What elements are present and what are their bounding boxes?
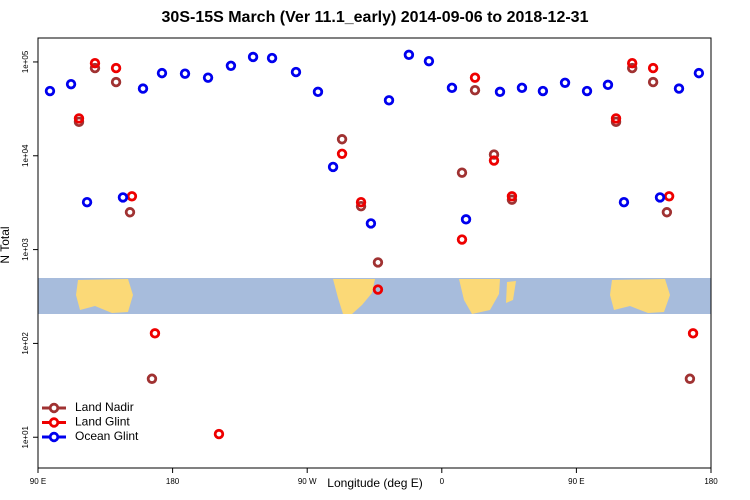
y-tick-label: 1e+01 [21,425,30,448]
point [110,76,122,88]
point [654,192,666,203]
point [89,57,101,69]
legend-label: Land Nadir [75,400,134,414]
point [446,82,458,94]
point [290,66,302,78]
point [81,196,93,208]
legend-label: Ocean Glint [75,429,139,443]
point [146,373,158,384]
point [488,149,500,160]
legend-label: Land Glint [75,415,130,429]
y-tick-label: 1e+03 [21,238,30,261]
point [355,196,367,208]
point [247,51,259,63]
point [661,207,673,218]
point [383,95,395,106]
x-tick-label: 180 [704,477,718,486]
point [89,62,101,74]
point [673,83,685,94]
point [179,68,191,79]
y-tick-label: 1e+02 [21,332,30,355]
x-tick-label: 90 E [30,477,46,486]
point [647,62,659,74]
legend-marker [48,417,60,428]
point [647,76,659,88]
legend-marker [48,402,60,414]
point [663,191,675,202]
point [581,85,593,97]
point [73,113,85,124]
point [372,284,384,295]
point [506,191,518,202]
point [537,85,549,97]
point [626,57,638,69]
x-axis-label: Longitude (deg E) [327,476,422,490]
point [372,257,384,268]
point [687,328,699,339]
point [137,83,149,94]
y-axis-label: N Total [0,226,12,263]
point [225,60,237,71]
point [149,328,161,339]
point [365,218,377,229]
point [156,67,168,79]
point [202,72,214,83]
point [469,72,481,83]
chart-title: 30S-15S March (Ver 11.1_early) 2014-09-0… [162,9,589,26]
x-tick-label: 0 [440,477,445,486]
point [117,192,129,203]
point [336,148,348,159]
point [44,85,56,97]
point [693,67,705,79]
point [423,55,435,67]
point [469,84,481,96]
point [327,161,339,173]
point [65,78,77,90]
legend-marker [48,431,60,443]
point [266,52,278,64]
point [213,428,225,440]
point [336,134,348,145]
y-tick-label: 1e+05 [21,50,30,73]
point [684,373,696,384]
point [602,79,614,91]
point [126,191,138,202]
point [618,196,630,208]
plot-frame [37,37,712,469]
map-strip [38,278,711,314]
point [456,234,468,245]
point [456,167,468,178]
x-tick-label: 90 E [568,477,584,486]
point [559,77,571,88]
point [494,86,506,98]
point [488,155,500,166]
point [124,207,136,218]
point [312,86,324,98]
point [355,201,367,212]
point [460,214,472,225]
x-tick-label: 180 [166,477,180,486]
point [516,82,528,94]
x-tick-label: 90 W [298,477,317,486]
point [610,113,622,124]
point [626,62,638,74]
point [403,49,415,61]
y-tick-label: 1e+04 [21,144,30,167]
point [110,62,122,74]
